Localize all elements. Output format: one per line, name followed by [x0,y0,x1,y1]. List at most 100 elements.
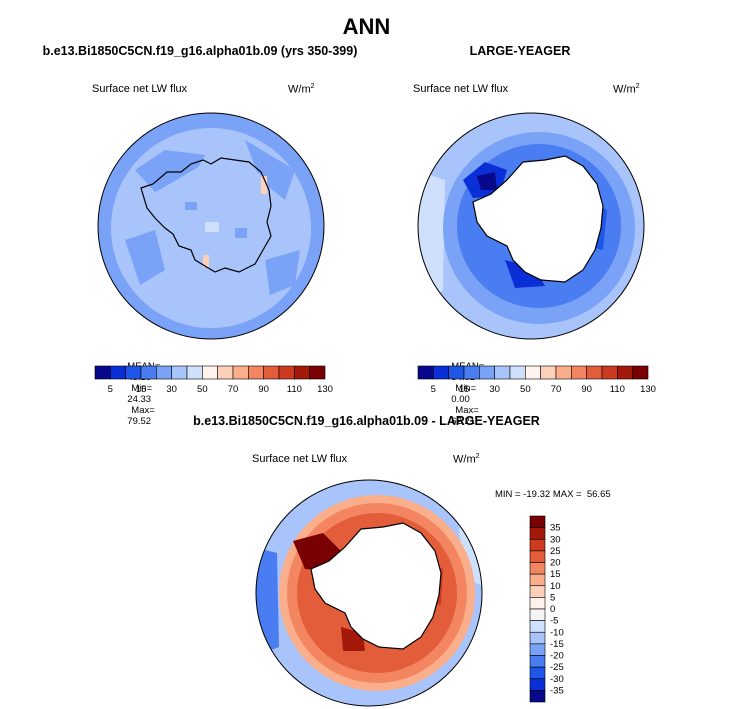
panel2-colorbar-swatch [586,365,603,380]
panel2-map-border [417,112,645,340]
panel3-colorbar-tick-label: -25 [550,662,564,673]
panel2-antarctica-mask [473,156,603,282]
panel3-antarctica-mask [311,523,441,649]
panel2-colorbar-swatch [571,365,587,380]
panel1-coastline [140,157,272,273]
panel3-colorbar-swatch [529,678,546,691]
panel1-colorbar-swatch [217,365,234,380]
panel3-colorbar-tick-label: 15 [550,569,561,580]
panel1-field-patch-rt [245,140,295,200]
panel1-min-label: Min= [131,383,153,394]
panel2-variable-label: Surface net LW flux [413,83,509,95]
panel3-units-base: W/m [453,453,476,466]
panel1-colorbar-swatch [156,365,172,380]
panel3-colorbar-swatch [529,585,546,598]
panel1-field-inner [145,160,273,280]
panel1-colorbar-swatch [202,365,218,380]
panel1-max-value: 79.52 [127,416,152,427]
panel1-colorbar-tick-label: 110 [287,384,302,395]
panel1-field-patch-br [265,250,300,295]
panel3-colorbar-tick-label: 20 [550,558,561,569]
panel1-title: b.e13.Bi1850C5CN.f19_g16.alpha01b.09 (yr… [42,44,358,58]
panel3-coastline [310,522,442,650]
panel1-colorbar-swatch [263,365,280,380]
panel3-colorbar-swatch [529,550,546,563]
panel3-colorbar-tick-label: 25 [550,546,561,557]
panel1-field-cell [203,255,209,267]
panel3-colorbar-swatch [529,597,546,610]
panel2-colorbar-tick-label: 15 [459,384,470,395]
panel2-colorbar-swatch [555,365,572,380]
panel1-colorbar-swatch [294,365,310,380]
panel1-colorbar-tick-label: 70 [228,384,239,395]
panel3-colorbar-swatch [529,562,546,575]
panel2-colorbar-tick-label: 30 [489,384,500,395]
panel3-colorbar-swatch [529,573,546,587]
panel2-colorbar-swatch [494,365,511,380]
panel2-colorbar-swatch [479,365,495,380]
panel1-colorbar-tick-label: 30 [166,384,177,395]
panel1-colorbar-swatch [140,365,157,380]
panel2-colorbar-swatch [448,365,465,380]
panel2-colorbar-swatch [509,365,526,380]
panel3-colorbar-tick-label: -20 [550,651,564,662]
panel3-colorbar-tick-label: 10 [550,581,561,592]
panel1-colorbar-tick-label: 90 [258,384,269,395]
panel3-map [255,479,483,707]
panel1-colorbar-swatch [125,365,142,380]
panel3-colorbar-swatch [529,538,546,552]
panel1-colorbar-swatch [248,365,264,380]
panel2-field-west [418,170,445,310]
panel2-max-value: 62.21 [451,416,476,427]
panel3-colorbar-swatch [529,620,546,633]
panel3-colorbar-tick-label: 35 [550,523,561,534]
panel3-colorbar-swatch [529,527,546,540]
panel2-colorbar-swatch [417,365,434,380]
panel2-colorbar-swatch [632,365,649,380]
panel1-max-label: Max= [131,405,155,416]
panel1-min-value: 24.33 [127,394,152,405]
panel2-units-base: W/m [613,83,636,96]
panel2-colorbar-swatch [540,365,557,380]
panel1-colorbar-swatch [94,365,111,380]
panel1-colorbar-swatch [186,365,203,380]
panel2-units-label: W/m2 [613,83,640,96]
panel2-title: LARGE-YEAGER [469,44,571,58]
panel2-colorbar-swatch [433,365,449,380]
panel3-colorbar-tick-label: 5 [550,592,555,603]
panel2-units-exp: 2 [635,83,640,90]
panel1-units-label: W/m2 [288,83,315,96]
panel3-stats: MIN = -19.32 MAX = 56.65 [495,489,611,500]
panel3-colorbar-tick-label: 0 [550,604,555,615]
panel3-colorbar-tick-label: -10 [550,627,564,638]
panel1-map [97,112,325,340]
panel2-colorbar-tick-label: 130 [640,384,656,395]
panel1-field-patch-bl [125,230,165,285]
panel1-colorbar-swatch [309,365,326,380]
panel3-colorbar-swatch [529,666,546,680]
panel2-colorbar-swatch [617,365,633,380]
panel3-variable-label: Surface net LW flux [252,453,348,465]
panel3-colorbar-swatch [529,515,546,528]
panel3-colorbar-swatch [529,608,546,621]
panel1-colorbar-tick-label: 130 [317,384,333,395]
panel3-colorbar-tick-label: 30 [550,534,561,545]
panel3-colorbar-swatch [529,690,546,703]
panel1-colorbar: 5 15 30 50 70 90 110 130 [94,365,333,395]
panel2-colorbar-tick-label: 110 [610,384,625,395]
panel2-min-label: Min= [455,383,477,394]
panel1-colorbar-swatch [110,365,126,380]
panel2-min-value: 0.00 [451,394,470,405]
panel1-colorbar-tick-label: 50 [197,384,208,395]
panel2-colorbar-swatch [463,365,480,380]
panel2-field-dark-patch [505,260,545,288]
panel3-title: b.e13.Bi1850C5CN.f19_g16.alpha01b.09 - L… [193,414,540,428]
panel1-field-patch-lt [135,150,205,192]
panel1-variable-label: Surface net LW flux [92,83,188,95]
panel2-colorbar-tick-label: 50 [520,384,531,395]
panel1-field-cell [185,202,197,210]
panel2-colorbar-tick-label: 90 [581,384,592,395]
panel1-colorbar-tick-label: 15 [136,384,147,395]
panel3-colorbar-swatch [529,631,546,645]
